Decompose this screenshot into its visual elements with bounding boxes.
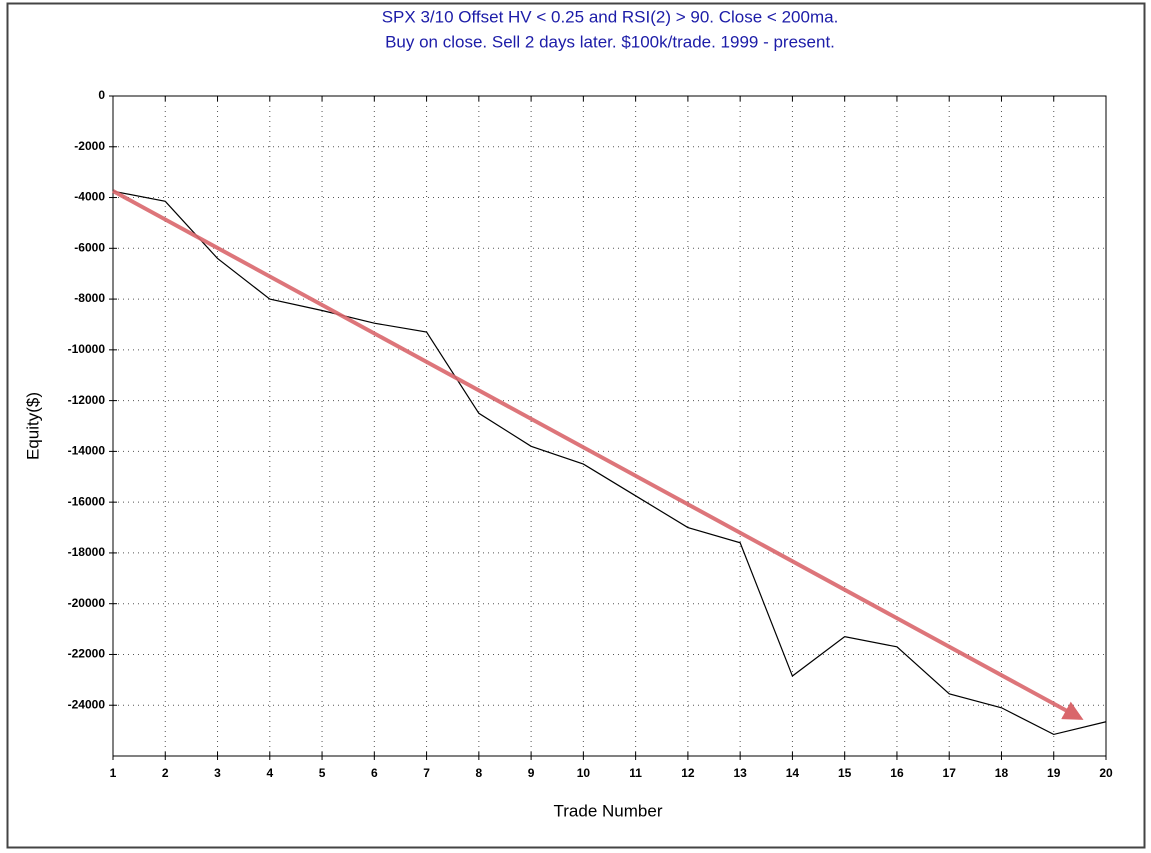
frame [6, 2, 1146, 849]
chart-title: SPX 3/10 Offset HV < 0.25 and RSI(2) > 9… [382, 7, 839, 26]
chart-subtitle: Buy on close. Sell 2 days later. $100k/t… [385, 32, 835, 51]
x-tick-label: 16 [890, 766, 904, 780]
x-tick-label: 2 [162, 766, 169, 780]
x-tick-label: 7 [423, 766, 430, 780]
x-tick-label: 3 [214, 766, 221, 780]
x-axis-label: Trade Number [554, 801, 663, 820]
y-tick-label: -18000 [68, 545, 106, 559]
plot-border [112, 95, 1107, 757]
y-tick-label: -4000 [74, 190, 105, 204]
x-tick-label: 12 [681, 766, 695, 780]
x-tick-label: 9 [528, 766, 535, 780]
y-tick-label: -16000 [68, 494, 106, 508]
plot-area: 0 -2000 -4000 -6000 -8000 -10000 -12000 -14000 -… [68, 88, 1113, 780]
x-tick-label: 11 [629, 766, 642, 780]
x-tick-label: 8 [475, 766, 482, 780]
y-tick-label: 0 [98, 88, 105, 102]
y-tick-label: -14000 [68, 444, 106, 458]
y-tick-label: -8000 [74, 291, 105, 305]
y-tick-label: -22000 [68, 647, 106, 661]
trend-arrow [112, 189, 1084, 720]
y-tick-label: -12000 [68, 393, 106, 407]
x-tick-label: 18 [995, 766, 1009, 780]
x-tick-label: 19 [1047, 766, 1061, 780]
y-tick-label: -6000 [74, 240, 105, 254]
y-tick-label: -2000 [74, 139, 105, 153]
x-tick-label: 17 [943, 766, 957, 780]
y-tick-label: -10000 [68, 342, 106, 356]
y-tick-label: -24000 [68, 697, 106, 711]
x-tick-label: 10 [577, 766, 591, 780]
x-tick-label: 13 [733, 766, 747, 780]
y-axis-label: Equity($) [23, 392, 42, 460]
x-tick-label: 6 [371, 766, 378, 780]
equity-line [112, 190, 1107, 736]
x-tick-label: 14 [786, 766, 800, 780]
x-tick-label: 5 [319, 766, 326, 780]
x-tick-label: 20 [1099, 766, 1113, 780]
y-tick-label: -20000 [68, 596, 106, 610]
x-tick-label: 4 [266, 766, 273, 780]
x-tick-label: 15 [838, 766, 852, 780]
x-tick-label: 1 [110, 766, 117, 780]
